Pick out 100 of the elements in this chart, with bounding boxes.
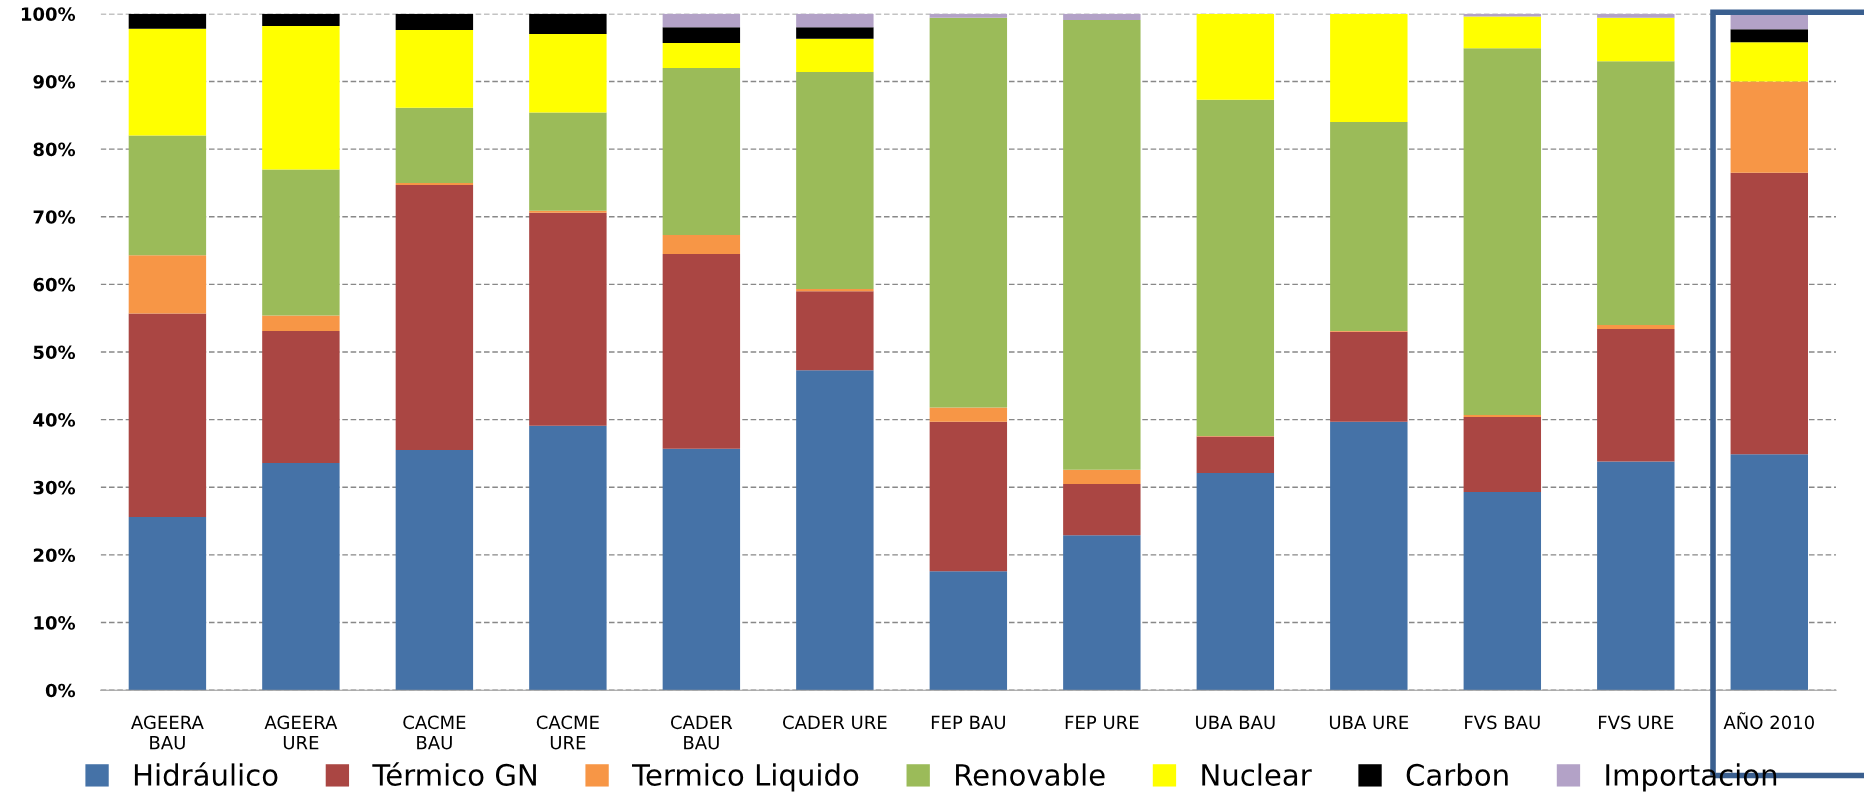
bar xyxy=(1730,454,1809,691)
x-tick-label: AGEERA BAU xyxy=(131,715,204,750)
bar xyxy=(262,13,340,26)
bar xyxy=(1730,81,1809,173)
bar xyxy=(262,462,340,691)
bar xyxy=(1063,19,1141,470)
bar xyxy=(1063,469,1141,484)
bar xyxy=(929,421,1008,572)
bar xyxy=(1330,421,1408,691)
legend-label: Hidráulico xyxy=(134,762,278,786)
bar xyxy=(128,135,207,256)
y-tick-label: 90% xyxy=(33,74,76,89)
legend-label: Nuclear xyxy=(1202,763,1312,786)
bar xyxy=(662,27,741,43)
legend-label: Carbon xyxy=(1406,763,1508,786)
bar xyxy=(662,448,741,691)
bar xyxy=(262,25,340,170)
bar xyxy=(796,289,874,292)
bar xyxy=(395,450,474,691)
bar xyxy=(1730,42,1809,82)
legend-label: Renovable xyxy=(956,763,1105,786)
x-tick-label: FEP BAU xyxy=(931,715,1005,730)
y-tick-label: 60% xyxy=(33,277,76,292)
bar xyxy=(662,67,741,235)
bar xyxy=(796,38,874,72)
bar xyxy=(529,212,607,426)
bar xyxy=(128,517,207,691)
bar xyxy=(1330,331,1408,422)
bar xyxy=(1730,14,1809,30)
bar xyxy=(1463,48,1542,415)
bar xyxy=(128,255,207,314)
bar xyxy=(395,30,474,108)
bar xyxy=(1463,13,1542,17)
y-tick-label: 20% xyxy=(33,548,76,563)
bar xyxy=(929,17,1008,408)
bar xyxy=(1063,483,1141,536)
bar xyxy=(529,210,607,213)
bar xyxy=(1597,324,1675,329)
legend-label: Termico Liquido xyxy=(632,763,859,792)
legend-label: Térmico GN xyxy=(372,762,536,786)
x-tick-label: CACME BAU xyxy=(403,715,466,750)
y-tick-label: 0% xyxy=(45,683,76,698)
bar xyxy=(1196,436,1275,474)
y-tick-label: 10% xyxy=(34,616,76,630)
y-tick-label: 80% xyxy=(33,142,76,157)
bar xyxy=(1063,13,1141,20)
bar xyxy=(395,107,474,183)
bar xyxy=(1463,16,1542,49)
x-tick-label: CACME URE xyxy=(536,715,599,750)
bar xyxy=(395,184,474,451)
bar xyxy=(796,370,874,691)
bar xyxy=(262,331,340,463)
bar xyxy=(796,27,874,39)
bar xyxy=(1463,414,1542,417)
bar xyxy=(262,315,340,332)
bar xyxy=(1597,329,1675,462)
bar xyxy=(929,407,1008,422)
bar xyxy=(1730,29,1809,43)
bar xyxy=(1196,473,1275,691)
bar xyxy=(529,34,607,113)
bar xyxy=(529,112,607,211)
bar xyxy=(1063,535,1141,691)
bar xyxy=(529,13,607,35)
x-tick-label: UBA BAU xyxy=(1196,715,1275,730)
y-tick-label: 30% xyxy=(33,480,76,495)
bar xyxy=(1196,99,1275,436)
bar xyxy=(395,182,474,185)
bar xyxy=(1597,61,1675,325)
bar xyxy=(128,28,207,136)
bar xyxy=(395,13,474,31)
x-tick-label: CADER URE xyxy=(783,715,887,730)
x-tick-label: FEP URE xyxy=(1065,715,1139,730)
x-tick-label: FVS URE xyxy=(1599,715,1674,730)
bar xyxy=(796,291,874,371)
bar xyxy=(1597,13,1675,18)
bar xyxy=(1330,13,1408,123)
bar xyxy=(796,71,874,290)
x-tick-label: AGEERA URE xyxy=(264,715,338,750)
x-tick-label: AÑO 2010 xyxy=(1723,712,1814,730)
bar xyxy=(796,13,874,28)
bar xyxy=(662,13,741,28)
bar xyxy=(929,13,1008,18)
bar xyxy=(1330,122,1408,332)
x-tick-label: FVS BAU xyxy=(1465,715,1540,730)
bar xyxy=(128,313,207,518)
bar xyxy=(1463,416,1542,493)
bar xyxy=(1196,13,1275,100)
bar xyxy=(262,169,340,316)
y-tick-label: 70% xyxy=(33,210,76,224)
bar xyxy=(1597,17,1675,62)
y-tick-label: 100% xyxy=(21,7,76,21)
bar xyxy=(662,253,741,449)
bar xyxy=(662,234,741,254)
legend-label: Importacion xyxy=(1606,763,1777,792)
bar xyxy=(128,13,207,29)
bar xyxy=(929,571,1008,691)
x-tick-label: CADER BAU xyxy=(670,715,733,750)
x-tick-label: UBA URE xyxy=(1329,715,1409,730)
y-tick-label: 40% xyxy=(33,413,76,427)
bar xyxy=(1597,461,1675,691)
